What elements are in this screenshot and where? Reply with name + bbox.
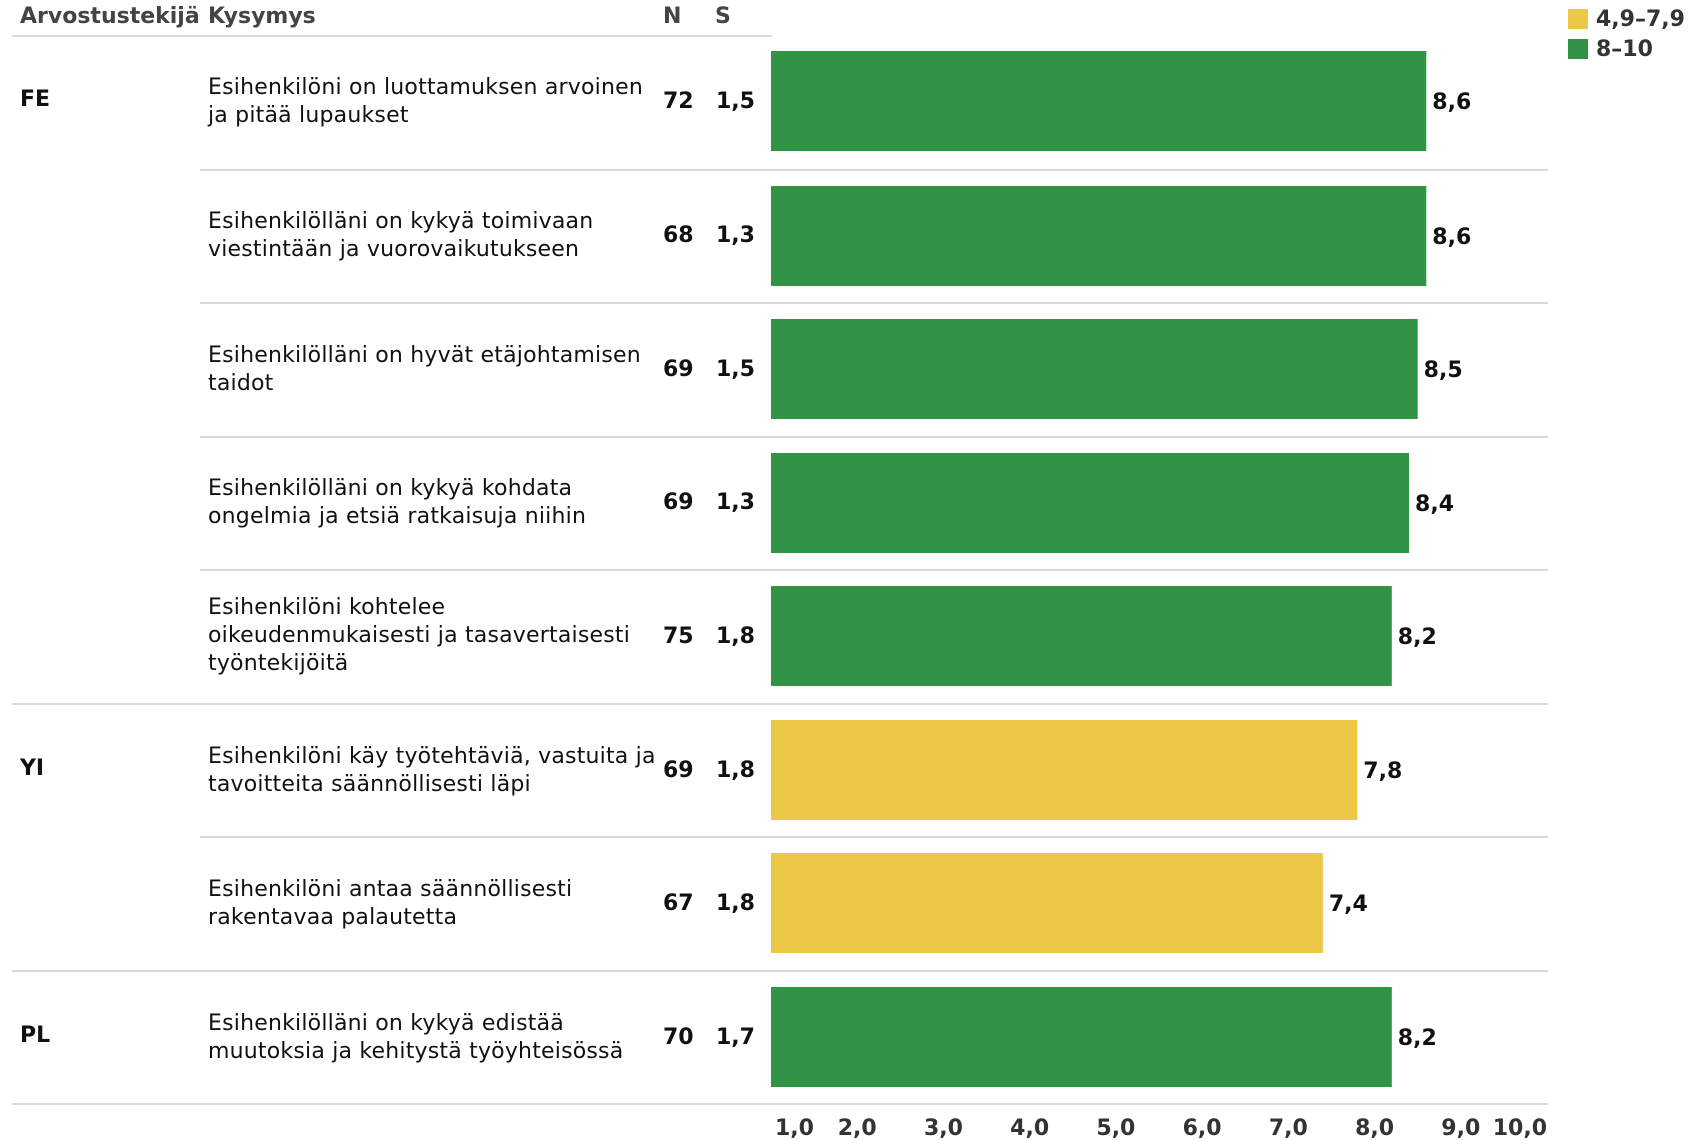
legend-label-yellow: 4,9–7,9: [1596, 6, 1685, 32]
s-value: 1,3: [716, 490, 755, 515]
x-tick-label: 9,0: [1441, 1116, 1480, 1140]
bar-value-label: 8,6: [1432, 225, 1471, 250]
bar: [771, 853, 1323, 953]
s-value: 1,8: [716, 624, 755, 649]
x-tick-label: 3,0: [924, 1116, 963, 1140]
bar-value-label: 8,5: [1424, 358, 1463, 383]
question-text: Esihenkilöni antaa säännöllisesti rakent…: [208, 877, 573, 930]
bar: [771, 319, 1418, 419]
question-text: Esihenkilölläni on kykyä toimivaan viest…: [208, 209, 594, 262]
header-s: S: [715, 4, 731, 29]
question-text: Esihenkilöni käy työtehtäviä, vastuita j…: [208, 744, 656, 797]
bar: [771, 186, 1427, 286]
bottom-divider: [12, 1103, 1548, 1105]
rater-group-label: PL: [20, 1023, 51, 1048]
bar-value-label: 7,8: [1363, 759, 1402, 784]
legend-label-green: 8–10: [1596, 36, 1653, 62]
n-value: 68: [663, 223, 694, 248]
question-text: Esihenkilöni kohtelee oikeudenmukaisesti…: [208, 595, 631, 676]
bar-value-label: 8,2: [1398, 1026, 1437, 1051]
n-value: 72: [663, 89, 694, 114]
n-value: 69: [663, 490, 694, 515]
legend-item-green: 8–10: [1568, 36, 1653, 62]
x-tick-label: 4,0: [1010, 1116, 1049, 1140]
bar: [771, 453, 1410, 553]
row-divider: [200, 836, 1548, 838]
bar: [771, 51, 1427, 151]
x-tick-label: 10,0: [1493, 1116, 1547, 1140]
row-divider: [200, 169, 1548, 171]
bar-value-label: 8,4: [1415, 492, 1454, 517]
s-value: 1,5: [716, 89, 755, 114]
rater-group-label: YI: [20, 756, 45, 781]
bar-value-label: 8,2: [1398, 625, 1437, 650]
s-value: 1,5: [716, 357, 755, 382]
bar: [771, 720, 1358, 820]
s-value: 1,8: [716, 758, 755, 783]
n-value: 69: [663, 758, 694, 783]
header-n: N: [663, 4, 682, 29]
legend-swatch-green: [1568, 39, 1588, 59]
row-divider: [200, 436, 1548, 438]
x-tick-label: 1,0: [775, 1116, 814, 1140]
x-tick-label: 8,0: [1355, 1116, 1394, 1140]
row-divider: [200, 569, 1548, 571]
header-question: Kysymys: [208, 4, 316, 29]
n-value: 67: [663, 891, 694, 916]
question-text: Esihenkilölläni on kykyä edistää muutoks…: [208, 1011, 624, 1064]
n-value: 70: [663, 1025, 694, 1050]
question-text: Esihenkilöni on luottamuksen arvoinen ja…: [208, 75, 644, 128]
legend-swatch-yellow: [1568, 9, 1588, 29]
bar: [771, 987, 1392, 1087]
row-divider: [200, 302, 1548, 304]
rater-group-label: FE: [20, 87, 51, 112]
group-divider: [12, 970, 1548, 972]
n-value: 75: [663, 624, 694, 649]
x-tick-label: 5,0: [1096, 1116, 1135, 1140]
header-rater: Arvostustekijä: [20, 4, 200, 29]
question-text: Esihenkilölläni on hyvät etäjohtamisen t…: [208, 343, 641, 396]
x-tick-label: 6,0: [1183, 1116, 1222, 1140]
bar-value-label: 7,4: [1329, 892, 1368, 917]
x-tick-label: 2,0: [838, 1116, 877, 1140]
group-divider: [12, 703, 1548, 705]
n-value: 69: [663, 357, 694, 382]
x-tick-label: 7,0: [1269, 1116, 1308, 1140]
header-divider: [12, 35, 772, 37]
s-value: 1,3: [716, 223, 755, 248]
legend-item-yellow: 4,9–7,9: [1568, 6, 1685, 32]
question-text: Esihenkilölläni on kykyä kohdata ongelmi…: [208, 476, 587, 529]
s-value: 1,7: [716, 1025, 755, 1050]
bar: [771, 586, 1392, 686]
s-value: 1,8: [716, 891, 755, 916]
bar-value-label: 8,6: [1432, 90, 1471, 115]
